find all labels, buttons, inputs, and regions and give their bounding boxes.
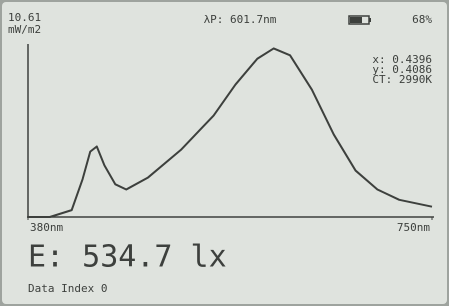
color-temperature: CT: 2990K <box>372 73 432 86</box>
data-index: Data Index 0 <box>28 282 107 295</box>
x-tick-label: 380nm <box>30 221 63 234</box>
screen: 10.61 mW/m2 λP: 601.7nm 68% x: 0.4396 y:… <box>0 0 449 306</box>
page: {"status": {"power": "10.61", "power_uni… <box>0 0 449 306</box>
x-tick-label: 750nm <box>397 221 430 234</box>
illuminance: E: 534.7 lx <box>28 240 227 275</box>
peak-wavelength: λP: 601.7nm <box>204 13 277 26</box>
power-unit: mW/m2 <box>8 23 41 36</box>
battery-level: 68% <box>412 13 432 26</box>
